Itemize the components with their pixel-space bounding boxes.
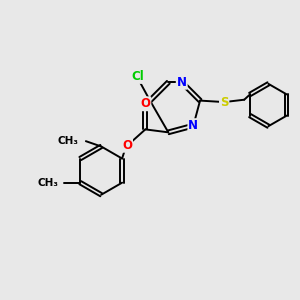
Text: Cl: Cl bbox=[131, 70, 144, 83]
Text: O: O bbox=[122, 139, 132, 152]
Text: S: S bbox=[220, 96, 229, 109]
Text: CH₃: CH₃ bbox=[58, 136, 79, 146]
Text: N: N bbox=[188, 119, 198, 132]
Text: CH₃: CH₃ bbox=[37, 178, 58, 188]
Text: N: N bbox=[177, 76, 187, 89]
Text: O: O bbox=[140, 97, 150, 110]
